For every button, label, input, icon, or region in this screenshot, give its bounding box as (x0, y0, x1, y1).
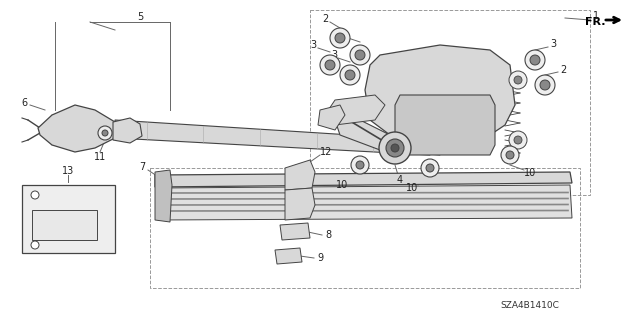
Text: 3: 3 (310, 40, 316, 50)
Polygon shape (285, 188, 315, 220)
Circle shape (325, 60, 335, 70)
Polygon shape (395, 95, 495, 155)
Circle shape (501, 146, 519, 164)
Polygon shape (113, 118, 142, 143)
Polygon shape (38, 105, 115, 152)
Circle shape (31, 191, 39, 199)
Text: 8: 8 (325, 230, 331, 240)
Circle shape (350, 45, 370, 65)
Circle shape (379, 132, 411, 164)
Polygon shape (115, 120, 430, 155)
Text: 2: 2 (322, 14, 328, 24)
Circle shape (320, 55, 340, 75)
Polygon shape (325, 95, 385, 125)
Circle shape (514, 136, 522, 144)
Text: 12: 12 (320, 147, 332, 157)
Circle shape (506, 151, 514, 159)
Circle shape (509, 131, 527, 149)
Text: 1: 1 (593, 11, 599, 21)
Polygon shape (155, 170, 172, 222)
Text: 9: 9 (317, 253, 323, 263)
Polygon shape (280, 223, 310, 240)
Text: SZA4B1410C: SZA4B1410C (500, 300, 559, 309)
Polygon shape (158, 185, 572, 220)
Polygon shape (285, 160, 315, 190)
Circle shape (426, 164, 434, 172)
Circle shape (525, 50, 545, 70)
Circle shape (345, 70, 355, 80)
Text: 10: 10 (524, 168, 536, 178)
Text: 10: 10 (336, 180, 348, 190)
Circle shape (335, 33, 345, 43)
Polygon shape (275, 248, 302, 264)
Circle shape (351, 156, 369, 174)
Text: 3: 3 (331, 50, 337, 60)
Circle shape (356, 161, 364, 169)
Circle shape (391, 144, 399, 152)
Text: 10: 10 (406, 183, 418, 193)
Polygon shape (155, 172, 572, 187)
Text: FR.: FR. (585, 17, 605, 27)
Bar (310, 10, 590, 195)
Text: 6: 6 (21, 98, 27, 108)
Circle shape (509, 71, 527, 89)
Circle shape (386, 139, 404, 157)
Circle shape (355, 50, 365, 60)
Circle shape (98, 126, 112, 140)
Text: 2: 2 (341, 30, 347, 40)
Text: 4: 4 (397, 175, 403, 185)
Polygon shape (365, 45, 515, 140)
Bar (32, 210, 97, 240)
Text: 3: 3 (550, 39, 556, 49)
Bar (150, 168, 580, 288)
Text: 7: 7 (139, 162, 145, 172)
Text: 11: 11 (94, 152, 106, 162)
Text: 2: 2 (560, 65, 566, 75)
Circle shape (530, 55, 540, 65)
Circle shape (330, 28, 350, 48)
Circle shape (102, 130, 108, 136)
Circle shape (31, 241, 39, 249)
Text: 5: 5 (137, 12, 143, 22)
Circle shape (535, 75, 555, 95)
Polygon shape (335, 120, 440, 155)
Circle shape (540, 80, 550, 90)
Circle shape (340, 65, 360, 85)
Text: 13: 13 (62, 166, 74, 176)
Circle shape (514, 76, 522, 84)
Bar (22, 185, 115, 253)
Polygon shape (318, 105, 345, 130)
Circle shape (421, 159, 439, 177)
